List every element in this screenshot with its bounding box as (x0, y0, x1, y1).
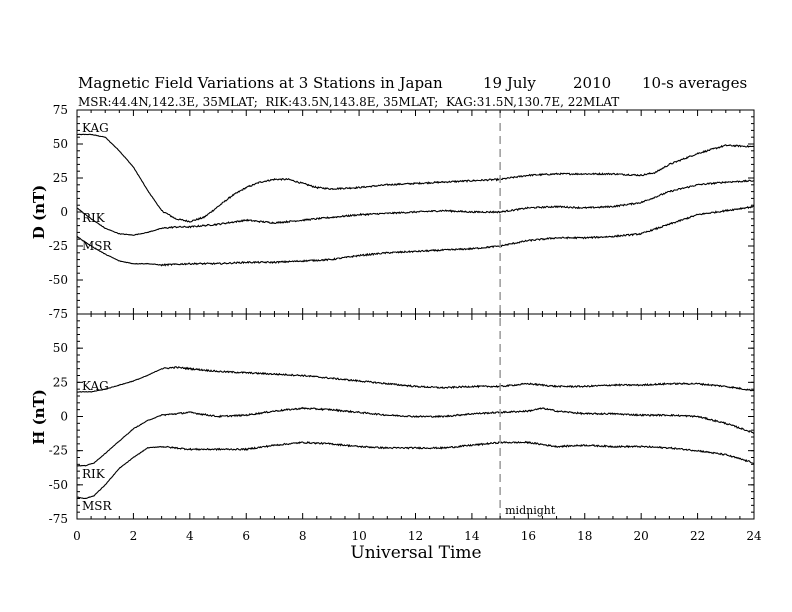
x-tick-label: 16 (521, 529, 536, 543)
h-axis-label: H (nT) (30, 389, 48, 445)
y-tick-label: -25 (49, 239, 68, 253)
x-tick-label: 2 (130, 529, 138, 543)
x-tick-label: 20 (634, 529, 649, 543)
y-tick-label: -50 (49, 478, 68, 492)
chart-averaging: 10-s averages (642, 74, 747, 92)
x-tick-label: 0 (73, 529, 81, 543)
y-tick-label: 0 (60, 410, 68, 424)
x-tick-label: 14 (464, 529, 480, 543)
series-line-kag (76, 133, 755, 223)
series-label-kag: KAG (82, 379, 109, 393)
y-tick-label: -75 (49, 307, 68, 321)
y-tick-label: -75 (49, 512, 68, 526)
y-tick-label: 50 (53, 341, 68, 355)
x-axis: 0 2 4 6 8 10 12 14 16 18 20 22 24 (73, 110, 762, 543)
chart-year: 2010 (573, 74, 611, 92)
chart-date: 19 July (483, 74, 536, 92)
y-tick-label: 75 (53, 103, 68, 117)
y-tick-label: 25 (53, 171, 68, 185)
chart-title: Magnetic Field Variations at 3 Stations … (78, 74, 443, 92)
series-line-rik (76, 179, 755, 236)
series-label-msr: MSR (82, 499, 113, 513)
series-line-msr (77, 440, 755, 499)
y-tick-label: -25 (49, 444, 68, 458)
y-tick-label: 25 (53, 375, 68, 389)
x-tick-label: 12 (408, 529, 423, 543)
x-tick-label: 10 (351, 529, 366, 543)
series-label-rik: RIK (82, 211, 106, 225)
d-component-panel: 75 50 25 0 -25 -50 -75 KAG RIK MSR (49, 103, 755, 321)
x-tick-label: 22 (690, 529, 705, 543)
y-tick-label: 50 (53, 137, 68, 151)
series-line-msr (76, 205, 755, 267)
series-label-kag: KAG (82, 121, 109, 135)
y-tick-label: -50 (49, 273, 68, 287)
station-info: MSR:44.4N,142.3E, 35MLAT; RIK:43.5N,143.… (78, 95, 619, 109)
x-axis-label: Universal Time (350, 543, 481, 563)
series-label-msr: MSR (82, 239, 113, 253)
d-axis-label: D (nT) (30, 185, 48, 240)
x-tick-label: 18 (577, 529, 592, 543)
series-line-rik (76, 406, 755, 467)
x-tick-label: 24 (746, 529, 762, 543)
x-tick-label: 8 (299, 529, 307, 543)
midnight-marker: midnight (499, 110, 556, 519)
x-tick-label: 6 (242, 529, 250, 543)
series-label-rik: RIK (82, 467, 106, 481)
y-tick-label: 0 (60, 205, 68, 219)
h-component-panel: 50 25 0 -25 -50 -75 KAG RIK MSR (49, 313, 755, 526)
series-line-kag (76, 366, 755, 393)
midnight-label: midnight (505, 504, 556, 517)
x-tick-label: 4 (186, 529, 194, 543)
